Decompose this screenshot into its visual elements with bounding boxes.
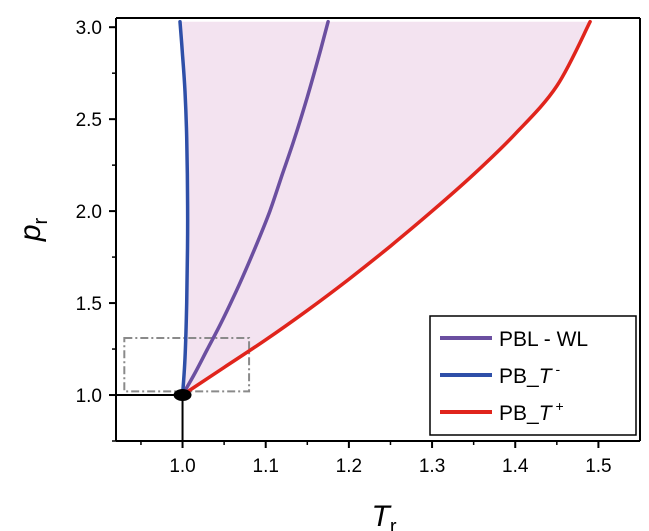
critical-point xyxy=(173,389,192,402)
x-tick-label: 1.4 xyxy=(502,456,529,477)
legend-label-pb_t+: PB_T + xyxy=(499,398,564,425)
x-tick-label: 1.3 xyxy=(419,456,445,477)
y-tick-label: 2.5 xyxy=(76,110,102,131)
x-tick-label: 1.2 xyxy=(336,456,362,477)
x-tick-label: 1.0 xyxy=(169,456,195,477)
shaded-region xyxy=(180,21,591,395)
y-axis-title: pr xyxy=(14,217,52,242)
y-tick-label: 1.0 xyxy=(76,386,102,407)
x-tick-label: 1.1 xyxy=(253,456,279,477)
legend-label-pbl-wl: PBL - WL xyxy=(499,328,588,351)
y-axis-title-group: pr xyxy=(14,217,52,242)
series-line-pb_t- xyxy=(178,19,190,397)
y-tick-label: 2.0 xyxy=(76,202,102,223)
y-tick-label: 3.0 xyxy=(76,18,102,39)
x-axis-title: Tr xyxy=(372,500,397,531)
series-line-pbl-wl xyxy=(180,19,330,397)
x-tick-label: 1.5 xyxy=(585,456,611,477)
series-line-pb_t+ xyxy=(180,19,592,397)
y-tick-label: 1.5 xyxy=(76,294,102,315)
legend-label-pb_t-: PB_T - xyxy=(499,361,561,388)
